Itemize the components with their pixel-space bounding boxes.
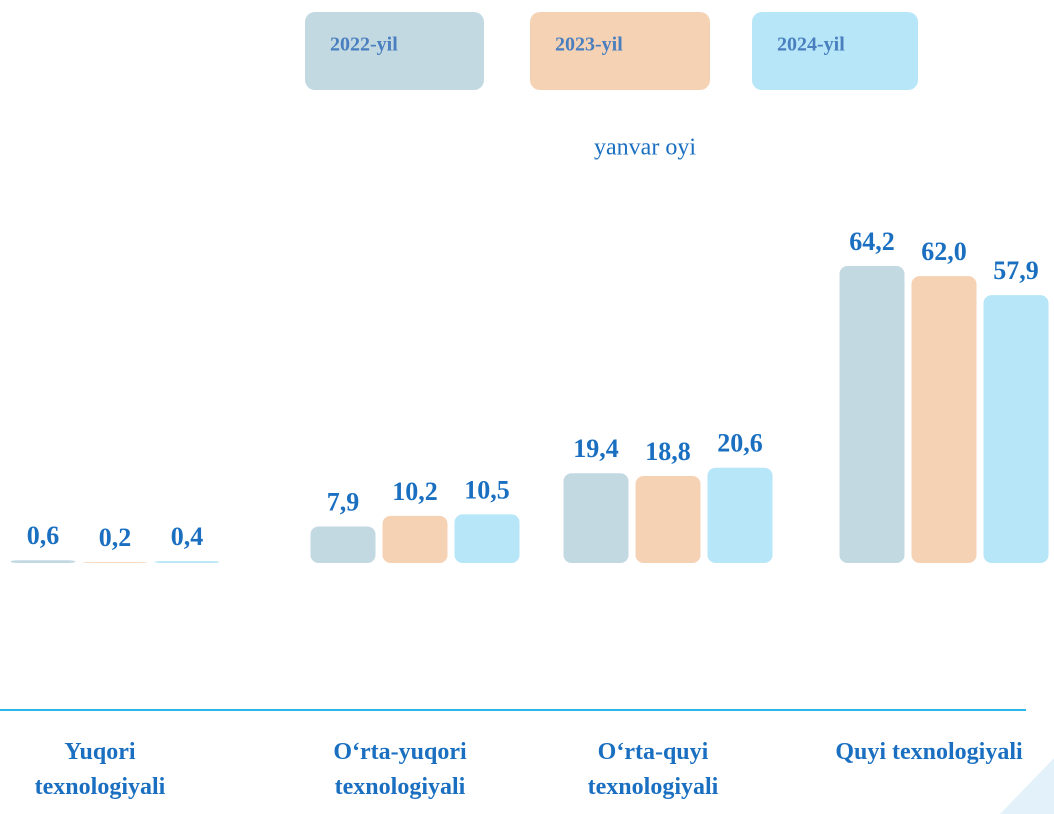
bar xyxy=(635,476,701,563)
bar xyxy=(707,467,773,563)
value-label: 0,2 xyxy=(99,523,132,552)
value-label: 20,6 xyxy=(717,429,763,458)
bar xyxy=(563,473,629,563)
bar xyxy=(983,295,1049,563)
value-label: 0,6 xyxy=(27,521,60,550)
value-label: 10,2 xyxy=(392,477,438,506)
legend-label: 2024-yil xyxy=(777,34,845,56)
bar xyxy=(154,561,220,563)
bar xyxy=(911,276,977,563)
bar xyxy=(10,560,76,563)
value-label: 64,2 xyxy=(849,227,895,256)
bar xyxy=(82,562,148,563)
bar xyxy=(839,266,905,563)
legend-swatch xyxy=(530,12,710,90)
legend-label: 2022-yil xyxy=(330,34,398,56)
value-label: 0,4 xyxy=(171,522,204,551)
bar xyxy=(454,514,520,563)
category-label: Quyi texnologiyali xyxy=(835,739,1023,765)
category-label: O‘rta-yuqori texnologiyali xyxy=(333,739,467,800)
value-label: 7,9 xyxy=(327,487,360,516)
legend-label: 2023-yil xyxy=(555,34,623,56)
bar xyxy=(382,515,448,563)
value-label: 19,4 xyxy=(573,434,619,463)
decoration xyxy=(1000,758,1054,814)
bar xyxy=(310,526,376,563)
category-label: O‘rta-quyi texnologiyali xyxy=(587,739,719,800)
value-label: 10,5 xyxy=(464,475,510,504)
value-label: 18,8 xyxy=(645,437,691,466)
subtitle: yanvar oyi xyxy=(594,135,696,161)
value-label: 57,9 xyxy=(993,256,1039,285)
legend-swatch xyxy=(752,12,918,90)
category-label: Yuqori texnologiyali xyxy=(34,739,166,800)
legend-swatch xyxy=(305,12,484,90)
value-label: 62,0 xyxy=(921,237,967,266)
